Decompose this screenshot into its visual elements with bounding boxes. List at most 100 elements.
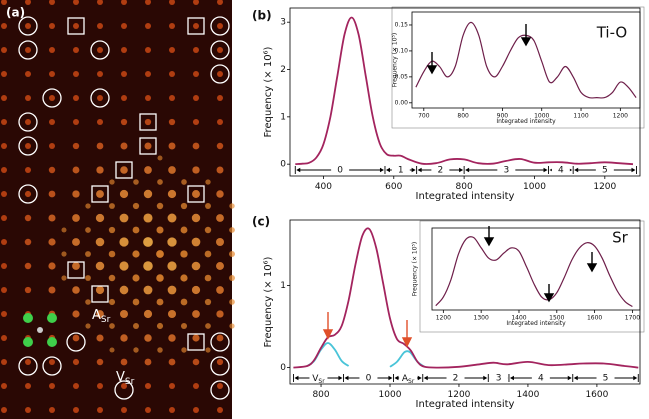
atom-column <box>217 0 223 5</box>
atom-column <box>167 237 177 247</box>
region-label-bg <box>399 373 418 383</box>
x-tick-label: 1400 <box>516 390 539 400</box>
x-tick-label: 1300 <box>474 315 489 322</box>
y-axis-label: Frequency (× 10⁵) <box>392 33 399 88</box>
atom-column <box>120 358 128 366</box>
atom-column-minor <box>229 299 235 305</box>
atom-column <box>217 407 223 413</box>
atom-column <box>1 287 7 293</box>
atom-column <box>72 286 80 294</box>
atom-column <box>121 95 127 101</box>
atom-column <box>143 237 153 247</box>
vacancy-marker <box>42 88 62 108</box>
region-label: 0 <box>366 374 372 384</box>
atom-column-minor <box>132 250 140 258</box>
x-tick-label: 1000 <box>379 390 402 400</box>
label-sub: Sr <box>318 378 325 385</box>
x-tick-label: 1700 <box>625 315 640 322</box>
vacancy-marker <box>42 356 62 376</box>
y-tick-label: 0.15 <box>395 21 409 28</box>
atom-column <box>48 238 56 246</box>
atom-column-minor <box>229 275 235 281</box>
atom-column <box>193 47 199 53</box>
label-main: A <box>402 374 409 384</box>
atom-column-minor <box>85 203 91 209</box>
atom-column <box>121 407 127 413</box>
atom-column-minor <box>156 298 164 306</box>
label-sub: Sr <box>125 377 135 387</box>
atom-column-minor <box>108 298 116 306</box>
atom-column <box>193 23 199 29</box>
atom-column <box>168 382 176 390</box>
antisite-marker <box>187 17 205 35</box>
atom-column <box>120 118 128 126</box>
atom-column-minor <box>204 226 212 234</box>
atom-column <box>217 95 223 101</box>
atom-column <box>24 286 32 294</box>
atom-column <box>191 285 201 295</box>
region-label: 3 <box>503 166 509 176</box>
atom-column <box>97 23 103 29</box>
atom-column <box>72 262 80 270</box>
atom-column-minor <box>156 250 164 258</box>
atom-column <box>1 239 7 245</box>
atom-column <box>145 407 151 413</box>
atom-column <box>49 359 55 365</box>
atom-column <box>167 189 177 199</box>
atom-column <box>144 142 152 150</box>
x-tick-label: 1600 <box>587 315 602 322</box>
atom-column <box>24 262 32 270</box>
atom-column <box>1 191 7 197</box>
atom-column <box>96 118 104 126</box>
region-label: 0 <box>337 166 343 176</box>
atom-column <box>72 190 80 198</box>
atom-column-minor <box>85 227 91 233</box>
atom-column <box>1 263 7 269</box>
atom-column <box>120 382 128 390</box>
atom-column <box>1 215 7 221</box>
atom-column-minor <box>133 347 139 353</box>
atom-column <box>216 166 224 174</box>
vacancy-marker <box>18 136 38 156</box>
inset-arrows <box>426 24 598 303</box>
atom-column <box>216 286 224 294</box>
atom-column <box>217 71 223 77</box>
atom-column-minor <box>204 274 212 282</box>
panel-label: (a) <box>6 6 25 20</box>
atom-column <box>25 95 31 101</box>
atom-column <box>49 23 55 29</box>
x-tick-label: 1200 <box>436 315 451 322</box>
atom-column-minor <box>156 322 164 330</box>
x-tick-label: 400 <box>315 182 332 192</box>
atom-column <box>97 383 103 389</box>
label-sub: Sr <box>101 315 111 325</box>
x-tick-label: 1000 <box>534 113 549 120</box>
site-label: ASr <box>92 308 111 325</box>
arrow-head <box>520 37 532 47</box>
atom-column <box>49 407 55 413</box>
y-tick-label: 1 <box>280 281 286 291</box>
model-atom <box>47 313 57 323</box>
antisite-marker <box>67 17 85 35</box>
atom-column-minor <box>109 179 115 185</box>
region-label-bg <box>446 373 465 383</box>
atom-column <box>73 95 79 101</box>
atom-column <box>97 0 103 5</box>
atom-column <box>73 383 79 389</box>
data-line <box>435 236 633 308</box>
atom-column-minor <box>229 251 235 257</box>
atom-column <box>48 190 56 198</box>
y-tick-label: 2 <box>280 65 286 75</box>
atom-column <box>193 95 199 101</box>
vacancy-marker <box>18 40 38 60</box>
atom-column <box>25 71 31 77</box>
atom-column <box>119 213 129 223</box>
atom-column-minor <box>205 347 211 353</box>
atom-column <box>192 358 200 366</box>
atom-column-minor <box>180 322 188 330</box>
atom-column-minor <box>132 274 140 282</box>
atom-column <box>143 189 153 199</box>
atom-column <box>25 143 31 149</box>
atom-column <box>216 142 224 150</box>
